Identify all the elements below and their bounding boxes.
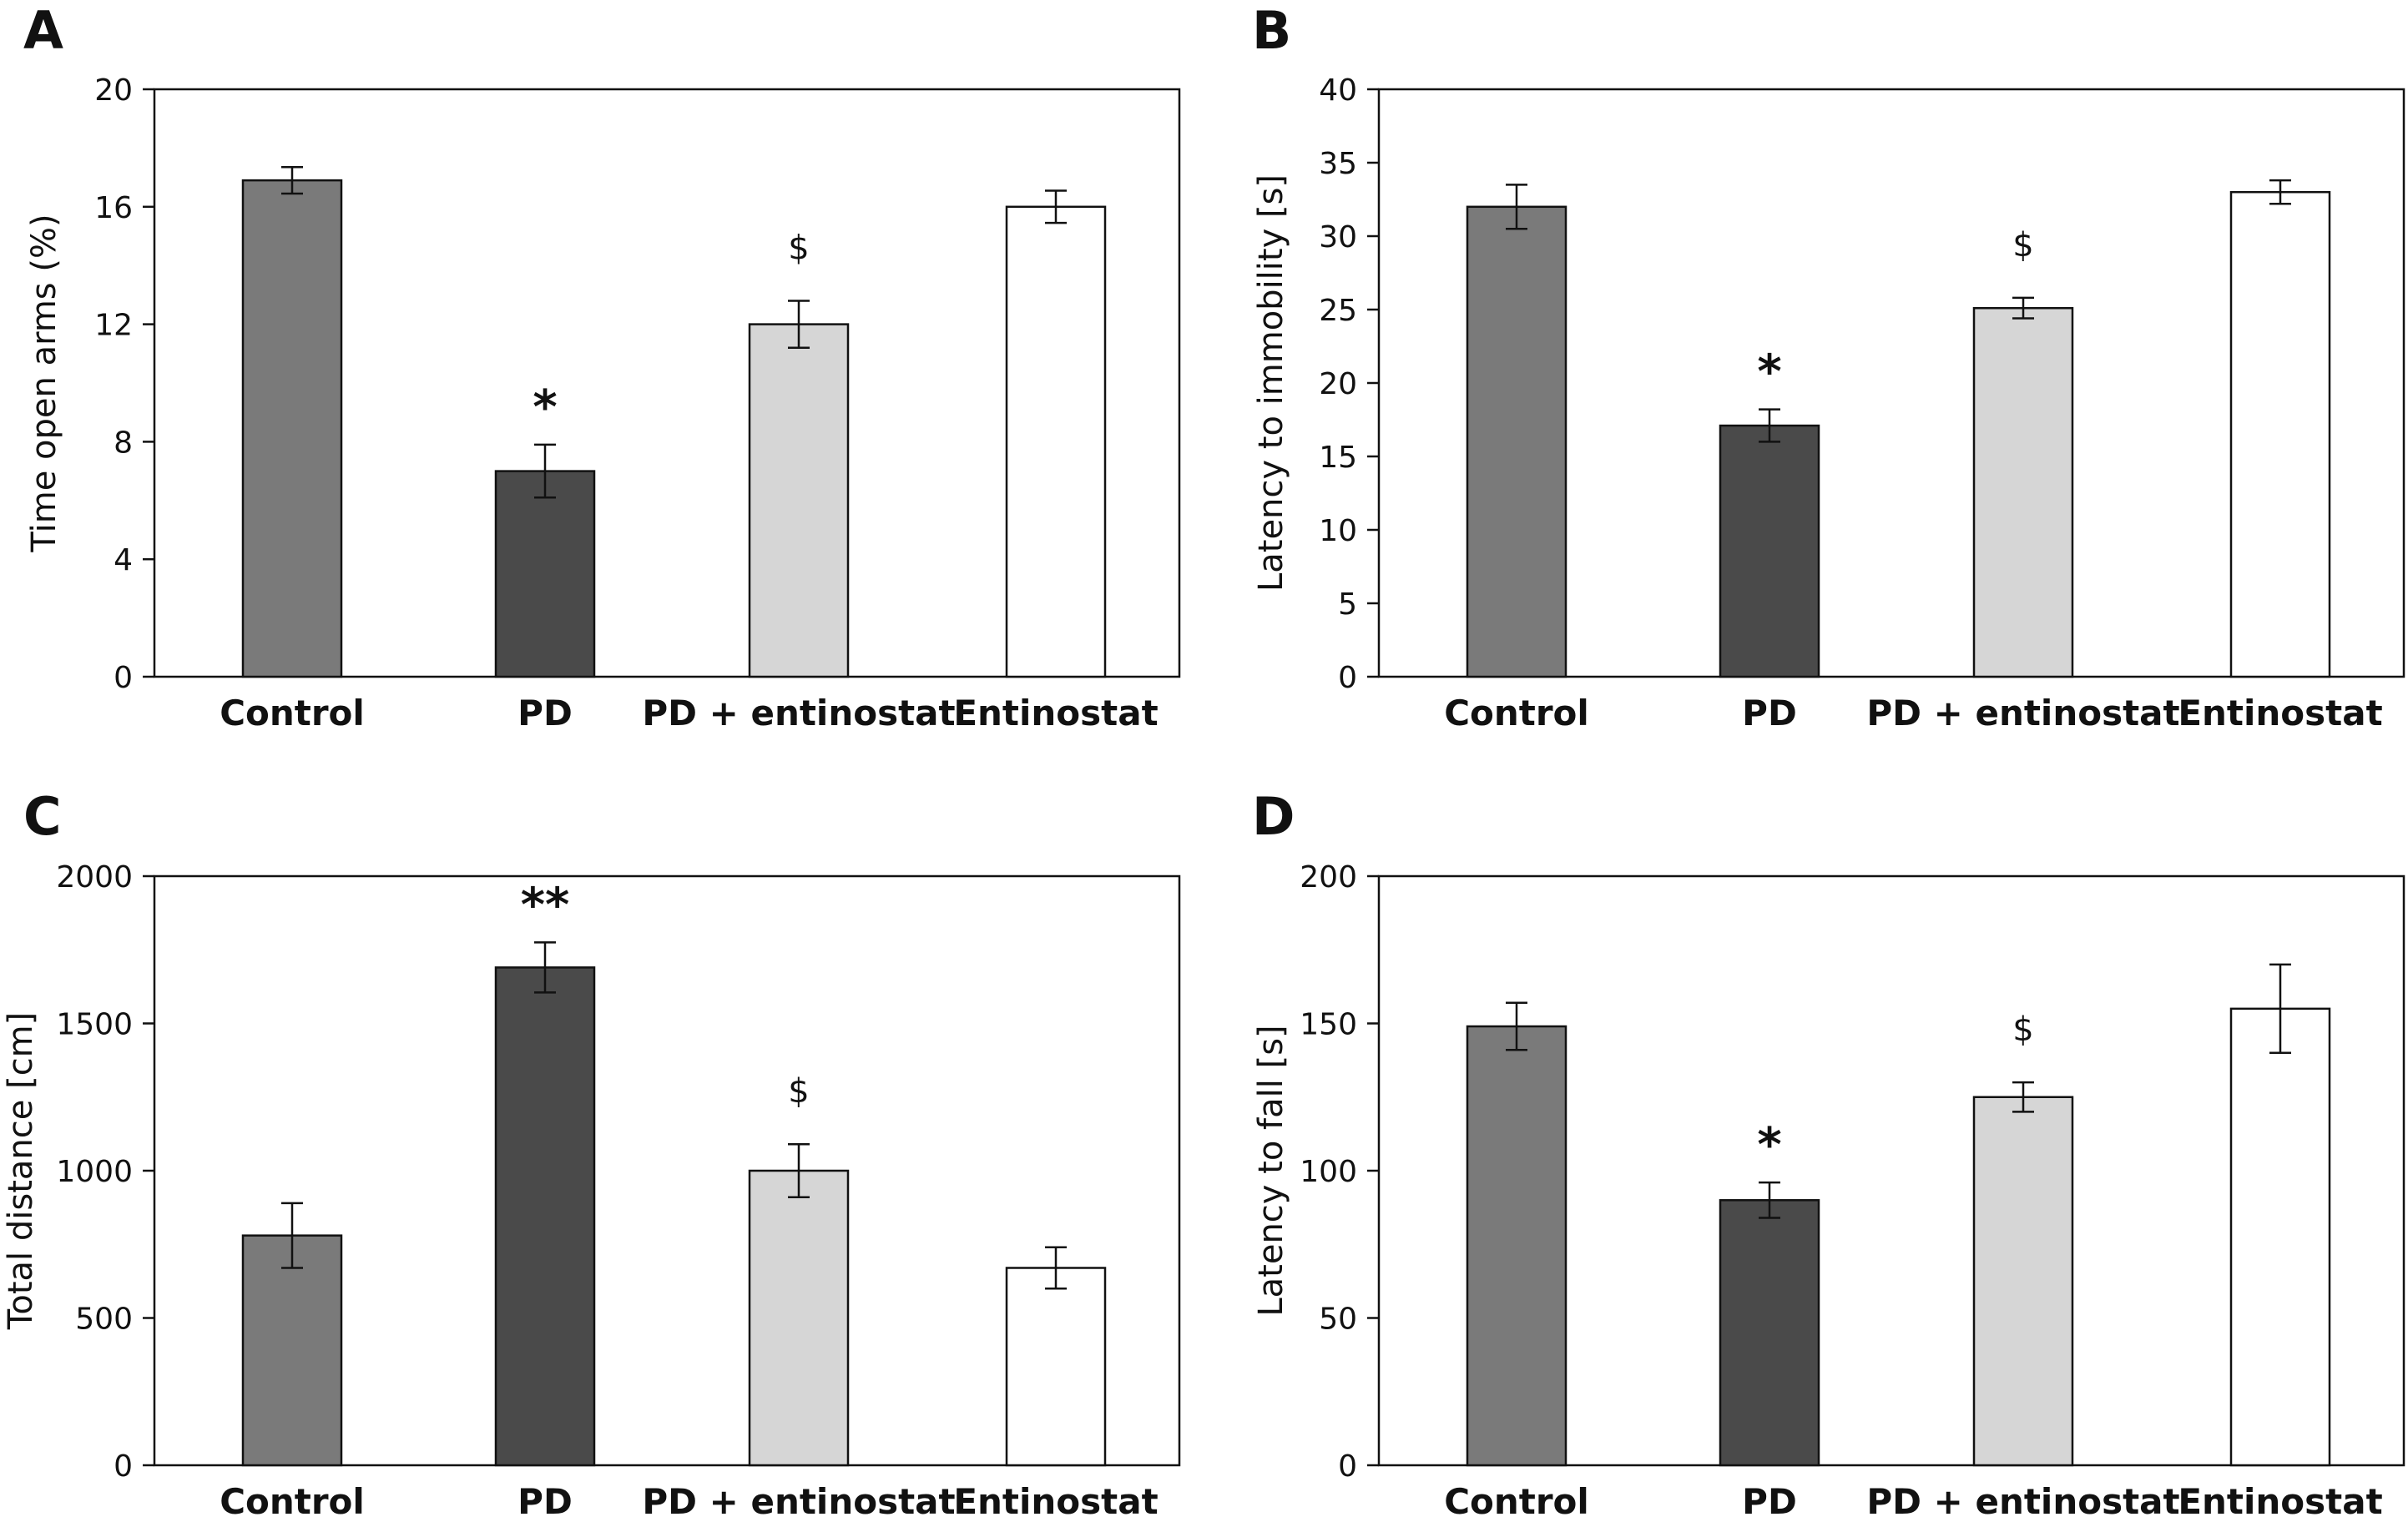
y-tick-label: 100: [1300, 1155, 1357, 1189]
panel-letter: D: [1252, 786, 1295, 847]
significance-marker: **: [521, 878, 570, 932]
bar-entinostat: [2229, 1007, 2331, 1467]
y-tick-label: 16: [94, 191, 133, 225]
y-axis-label: Time open arms (%): [25, 214, 63, 552]
y-tick-label: 5: [1338, 587, 1357, 622]
category-label: Entinostat: [2178, 1481, 2382, 1522]
category-label: Control: [1444, 1481, 1589, 1522]
y-tick-label: 10: [1319, 514, 1357, 548]
bar-pd-entinostat: [748, 323, 850, 678]
bar-pd: [1719, 1199, 1820, 1467]
category-label: Control: [220, 693, 365, 733]
y-tick-label: 25: [1319, 294, 1357, 328]
y-tick-label: 500: [75, 1303, 133, 1337]
significance-marker: $: [788, 229, 809, 267]
category-label: Control: [220, 1481, 365, 1522]
y-tick-label: 35: [1319, 147, 1357, 181]
y-tick-label: 1500: [56, 1008, 133, 1042]
category-label: Control: [1444, 693, 1589, 733]
y-tick-label: 0: [114, 661, 133, 695]
y-tick-label: 4: [114, 543, 133, 577]
significance-marker: $: [2012, 1010, 2033, 1049]
bar-control: [241, 1234, 343, 1467]
significance-marker: $: [788, 1072, 809, 1111]
bar-control: [1466, 1025, 1567, 1467]
y-tick-label: 40: [1319, 73, 1357, 108]
y-axis-label: Total distance [cm]: [2, 1012, 40, 1331]
panel-letter: B: [1252, 0, 1291, 61]
bar-pd-entinostat: [1972, 306, 2074, 678]
y-tick-label: 200: [1300, 860, 1357, 895]
category-label: PD: [517, 1481, 573, 1522]
y-tick-label: 0: [114, 1449, 133, 1484]
y-tick-label: 2000: [56, 860, 133, 895]
category-label: Entinostat: [953, 1481, 1158, 1522]
significance-marker: *: [1757, 345, 1781, 400]
significance-marker: *: [533, 380, 557, 435]
category-label: PD + entinostat: [1866, 693, 2179, 733]
plot-frame: [153, 88, 1181, 678]
panel-letter: A: [23, 0, 63, 61]
category-label: PD + entinostat: [1866, 1481, 2179, 1522]
y-tick-label: 0: [1338, 661, 1357, 695]
bar-control: [1466, 205, 1567, 678]
bar-pd: [1719, 424, 1820, 678]
y-tick-label: 8: [114, 426, 133, 460]
bar-entinostat: [1005, 1267, 1107, 1467]
category-label: Entinostat: [953, 693, 1158, 733]
significance-marker: $: [2012, 226, 2033, 265]
significance-marker: *: [1757, 1118, 1781, 1172]
y-axis-label: Latency to fall [s]: [1252, 1025, 1290, 1316]
category-label: PD + entinostat: [642, 693, 955, 733]
bar-pd-entinostat: [748, 1169, 850, 1467]
bar-entinostat: [1005, 205, 1107, 678]
category-label: PD + entinostat: [642, 1481, 955, 1522]
y-axis-label: Latency to immobility [s]: [1252, 174, 1290, 592]
y-tick-label: 30: [1319, 220, 1357, 255]
y-tick-label: 12: [94, 309, 133, 343]
y-tick-label: 0: [1338, 1449, 1357, 1484]
category-label: PD: [1742, 1481, 1797, 1522]
category-label: PD: [1742, 693, 1797, 733]
y-tick-label: 20: [94, 73, 133, 108]
bar-pd: [494, 966, 596, 1467]
bar-entinostat: [2229, 190, 2331, 678]
y-tick-label: 15: [1319, 441, 1357, 475]
bar-pd-entinostat: [1972, 1096, 2074, 1467]
panel-letter: C: [23, 786, 62, 847]
bar-control: [241, 179, 343, 678]
category-label: Entinostat: [2178, 693, 2382, 733]
bar-pd: [494, 470, 596, 678]
y-tick-label: 150: [1300, 1008, 1357, 1042]
category-label: PD: [517, 693, 573, 733]
y-tick-label: 50: [1319, 1303, 1357, 1337]
y-tick-label: 1000: [56, 1155, 133, 1189]
y-tick-label: 20: [1319, 367, 1357, 401]
